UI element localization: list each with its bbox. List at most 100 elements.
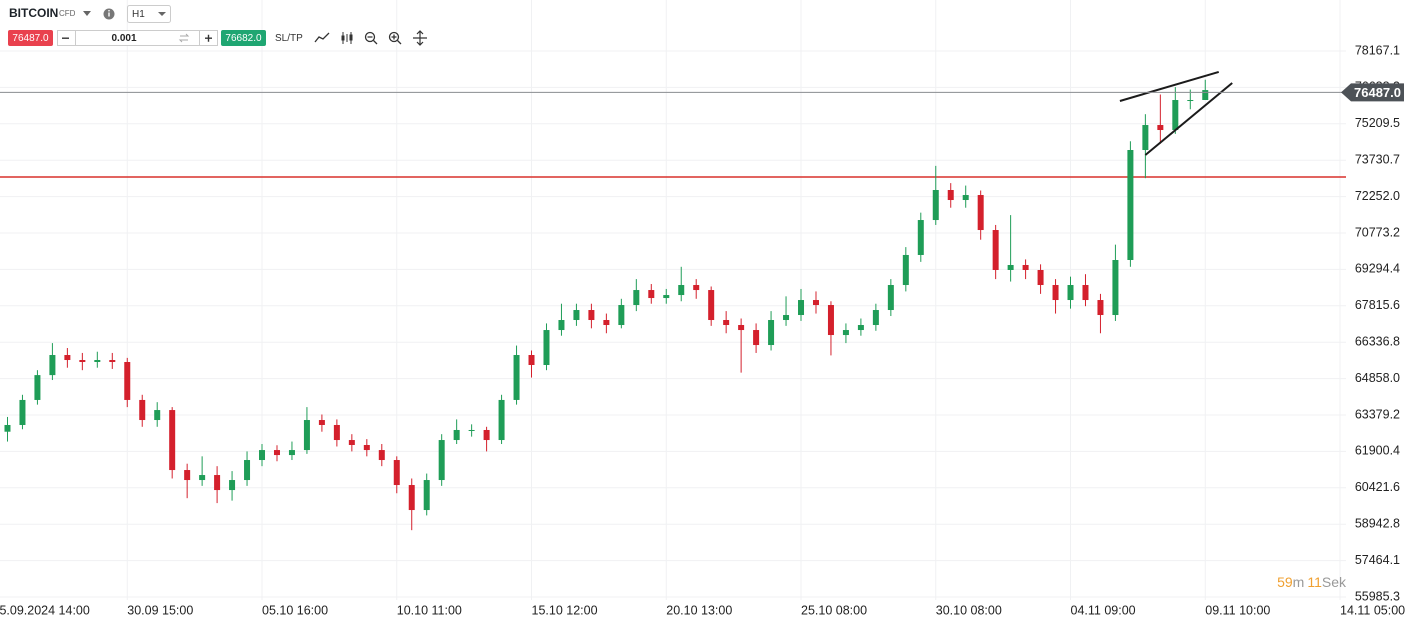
candle-body: [49, 355, 56, 376]
candle-body: [872, 310, 879, 326]
y-tick-label: 75209.5: [1355, 116, 1400, 130]
candle-body: [214, 475, 221, 491]
candle-body: [663, 295, 670, 299]
candle-body: [1142, 125, 1149, 150]
candle-body: [1202, 90, 1209, 101]
candle-body: [528, 355, 535, 366]
candle-body: [4, 424, 11, 432]
symbol[interactable]: BITCOIN: [9, 6, 58, 20]
candle-body: [857, 325, 864, 331]
candle-body: [1022, 264, 1029, 270]
y-tick-label: 69294.4: [1355, 262, 1400, 276]
candle-body: [229, 480, 236, 491]
candle-icon[interactable]: [341, 32, 353, 44]
candle-body: [708, 290, 715, 321]
plot-area: [0, 71, 1346, 531]
zoom-out-icon[interactable]: [364, 31, 376, 43]
plus-button[interactable]: [205, 34, 212, 42]
axes: 78167.176688.375209.573730.772252.070773…: [0, 43, 1405, 617]
y-tick-label: 61900.4: [1355, 444, 1400, 458]
candle-body: [1157, 125, 1164, 131]
buy-button[interactable]: [221, 30, 266, 46]
zoom-in-glyph: [391, 34, 402, 45]
candle-body: [812, 300, 819, 306]
sell-button[interactable]: [8, 30, 53, 46]
candle-body: [783, 315, 790, 321]
timeframe-select[interactable]: [127, 5, 171, 23]
candle-body: [453, 429, 460, 441]
candle-body: [633, 290, 640, 306]
candle-body: [139, 399, 146, 421]
current-price-tag: [1341, 83, 1404, 102]
candle-body: [423, 480, 430, 511]
instrument-type: CFD: [59, 9, 76, 18]
candle-body: [1007, 264, 1014, 270]
candle-body: [932, 189, 939, 221]
candle-body: [154, 410, 161, 421]
candle-body: [34, 375, 41, 400]
buy-price: 76682.0: [225, 33, 262, 44]
candle-body: [169, 410, 176, 471]
x-tick-label: 30.09 15:00: [127, 603, 193, 617]
candle-body: [588, 310, 595, 321]
trendline: [1119, 71, 1220, 102]
candle-body: [513, 355, 520, 400]
toolbar: BITCOIN CFD H1 76487.0 0.001 76682.0 SL/…: [8, 5, 427, 46]
candle-body: [842, 330, 849, 336]
symbol-dropdown[interactable]: [83, 11, 91, 16]
x-tick-label: 15.10 12:00: [532, 603, 598, 617]
candle-body: [1052, 285, 1059, 301]
candle-body: [393, 460, 400, 486]
candle-body: [64, 355, 71, 361]
candle-body: [378, 450, 385, 461]
timer-seconds-unit: Sek: [1322, 574, 1347, 590]
line-chart-icon[interactable]: [314, 32, 330, 43]
y-tick-label: 78167.1: [1355, 43, 1400, 57]
candle-body: [438, 440, 445, 481]
y-tick-label: 57464.1: [1355, 553, 1400, 567]
candle-body: [468, 429, 475, 431]
candle-body: [363, 445, 370, 451]
y-tick-label: 70773.2: [1355, 225, 1400, 239]
timeframe-caret: [158, 12, 166, 16]
x-tick-label: 20.10 13:00: [666, 603, 732, 617]
x-tick-label: 25.10 08:00: [801, 603, 867, 617]
candle-timer: 59m 11Sek: [1277, 574, 1347, 590]
x-tick-label: 30.10 08:00: [936, 603, 1002, 617]
current-price-label: 76487.0: [1354, 85, 1401, 100]
candle-body: [1037, 269, 1044, 286]
candle-body: [199, 475, 206, 481]
candle-body: [618, 305, 625, 326]
candle-body: [902, 254, 909, 286]
candle-body: [603, 320, 610, 326]
candle-body: [348, 440, 355, 446]
candle-body: [94, 360, 101, 363]
candle-body: [573, 310, 580, 321]
y-tick-label: 66336.8: [1355, 334, 1400, 348]
candle-body: [723, 320, 730, 326]
quantity-input[interactable]: 0.001: [111, 33, 136, 44]
candle-body: [693, 285, 700, 291]
minus-button[interactable]: [62, 37, 69, 39]
timeframe: H1: [132, 9, 145, 20]
y-tick-label: 63379.2: [1355, 407, 1400, 421]
candle-body: [124, 362, 131, 400]
candle-body: [1082, 285, 1089, 301]
x-tick-label: 04.11 09:00: [1071, 603, 1136, 617]
zoom-in-icon[interactable]: [388, 31, 400, 43]
swap-icon[interactable]: [178, 33, 190, 43]
candle-body: [962, 195, 969, 201]
y-tick-label: 55985.3: [1355, 589, 1400, 603]
candle-body: [498, 399, 505, 441]
sltp-button[interactable]: SL/TP: [275, 33, 303, 44]
pan-icon[interactable]: [413, 30, 427, 46]
candle-body: [1112, 260, 1119, 316]
candle-body: [273, 450, 280, 456]
info-glyph: [108, 12, 110, 17]
candle-body: [333, 424, 340, 441]
candle-body: [1097, 300, 1104, 316]
zoom-out-glyph: [367, 36, 378, 45]
candle-body: [827, 305, 834, 336]
sell-price: 76487.0: [12, 33, 49, 44]
